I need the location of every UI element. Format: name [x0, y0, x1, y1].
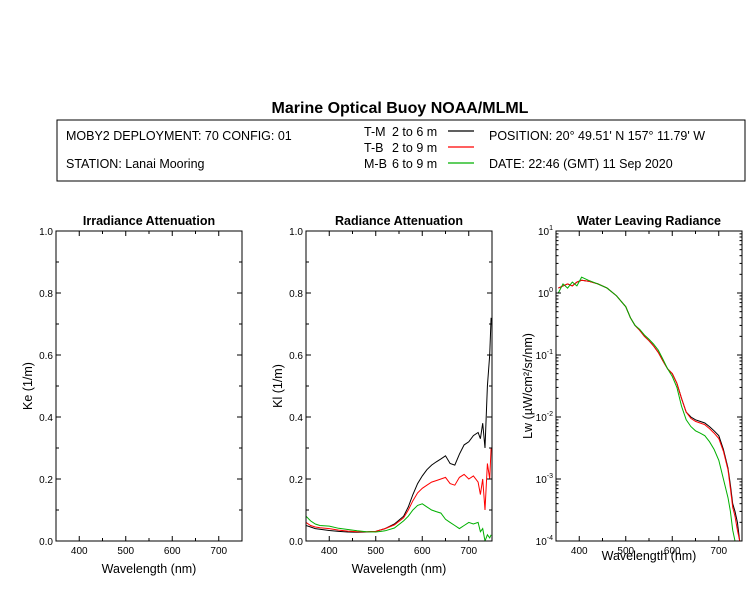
y-tick-label: 10-3 [536, 473, 553, 486]
y-tick-exponent: -2 [547, 411, 553, 418]
y-tick-label: 0.4 [289, 413, 303, 424]
y-tick-label: 0.8 [39, 289, 53, 300]
x-axis-label: Wavelength (nm) [602, 549, 697, 563]
position-text: POSITION: 20° 49.51' N 157° 11.79' W [489, 129, 705, 143]
x-tick-label: 400 [571, 546, 588, 557]
legend-code-t-b: T-B [364, 141, 383, 155]
y-tick-label: 0.2 [39, 475, 53, 486]
plot-frame [55, 230, 243, 542]
y-axis-label: Lw (µW/cm²/sr/nm) [521, 333, 535, 439]
y-tick-exponent: -4 [547, 535, 553, 542]
plot-frame [555, 230, 743, 542]
y-tick-exponent: 1 [549, 225, 553, 232]
y-tick-label: 100 [538, 287, 553, 300]
x-tick-label: 400 [71, 546, 88, 557]
series-m-b-line [557, 276, 740, 541]
x-tick-label: 500 [117, 546, 134, 557]
y-tick-label: 10-4 [536, 535, 553, 548]
series-t-b-line [306, 447, 492, 533]
x-axis-label: Wavelength (nm) [102, 562, 197, 576]
series-t-m-line [306, 317, 492, 533]
y-tick-label: 10-2 [536, 411, 553, 424]
y-tick-label: 1.0 [289, 227, 303, 238]
y-tick-label: 0.0 [289, 537, 303, 548]
x-tick-label: 600 [664, 546, 681, 557]
figure-title: Marine Optical Buoy NOAA/MLML [272, 100, 529, 117]
legend-range-t-b: 2 to 9 m [392, 141, 437, 155]
x-tick-label: 500 [617, 546, 634, 557]
x-tick-label: 400 [321, 546, 338, 557]
y-tick-label: 0.2 [289, 475, 303, 486]
series-t-m-line [558, 279, 741, 541]
y-tick-exponent: -1 [547, 349, 553, 356]
y-axis-label: Ke (1/m) [21, 362, 35, 410]
x-tick-label: 700 [460, 546, 477, 557]
y-tick-label: 0.0 [39, 537, 53, 548]
y-tick-exponent: -3 [547, 473, 553, 480]
x-tick-label: 600 [164, 546, 181, 557]
x-tick-label: 500 [367, 546, 384, 557]
x-axis-label: Wavelength (nm) [352, 562, 447, 576]
y-tick-label: 0.4 [39, 413, 53, 424]
series-t-b-line [558, 279, 741, 541]
series-m-b-line [306, 503, 492, 541]
y-tick-label: 0.6 [289, 351, 303, 362]
irradiance-attenuation-panel: 400 500 600 700 0.0 0.2 0.4 0.6 0.8 1.0 Irradiance… [21, 214, 243, 576]
panel-title: Radiance Attenuation [335, 214, 463, 228]
y-axis-label: Kl (1/m) [271, 364, 285, 408]
deployment-text: MOBY2 DEPLOYMENT: 70 CONFIG: 01 [66, 129, 292, 143]
y-tick-label: 1.0 [39, 227, 53, 238]
y-tick-label: 10-1 [536, 349, 553, 362]
x-tick-label: 600 [414, 546, 431, 557]
x-tick-label: 700 [710, 546, 727, 557]
y-tick-label: 101 [538, 225, 553, 238]
legend-range-t-m: 2 to 6 m [392, 125, 437, 139]
x-tick-label: 700 [210, 546, 227, 557]
plot-frame [305, 230, 493, 542]
legend-range-m-b: 6 to 9 m [392, 157, 437, 171]
info-box [56, 119, 746, 182]
legend-code-m-b: M-B [364, 157, 387, 171]
water-leaving-radiance-panel: 400 500 600 70010110010-110-210-310-4Water … [521, 214, 743, 563]
legend: T-M 2 to 6 m T-B 2 to 9 m M-B 6 to 9 m [364, 125, 474, 171]
date-text: DATE: 22:46 (GMT) 11 Sep 2020 [489, 157, 673, 171]
panel-title: Irradiance Attenuation [83, 214, 215, 228]
y-tick-label: 0.8 [289, 289, 303, 300]
panel-title: Water Leaving Radiance [577, 214, 721, 228]
y-tick-label: 0.6 [39, 351, 53, 362]
radiance-attenuation-panel: 400 500 600 700 0.0 0.2 0.4 0.6 0.8 1.0 Radiance A… [271, 214, 493, 576]
legend-code-t-m: T-M [364, 125, 386, 139]
y-tick-exponent: 0 [549, 287, 553, 294]
station-text: STATION: Lanai Mooring [66, 157, 205, 171]
